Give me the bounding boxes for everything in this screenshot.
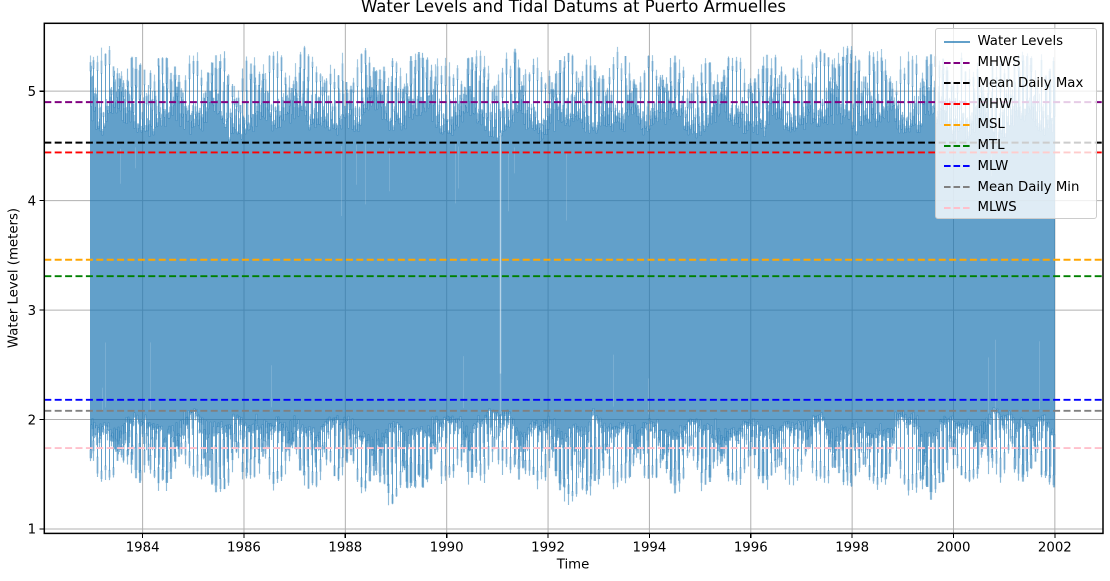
legend-swatch-line bbox=[943, 61, 970, 64]
x-tick-label: 1992 bbox=[531, 541, 565, 556]
legend-item-label: MLW bbox=[977, 158, 1009, 174]
legend-item-mtl: MTL bbox=[943, 136, 1091, 155]
legend-item-label: Mean Daily Min bbox=[977, 179, 1080, 195]
x-axis-label: Time bbox=[556, 557, 590, 573]
legend-swatch-line bbox=[943, 207, 970, 209]
legend-item-mlw: MLW bbox=[943, 157, 1091, 176]
legend-item-mean-daily-min: Mean Daily Min bbox=[943, 178, 1091, 197]
legend-item-label: MLWS bbox=[977, 200, 1017, 216]
x-tick-label: 1998 bbox=[835, 541, 869, 556]
y-tick-label: 2 bbox=[28, 413, 36, 428]
legend-item-label: MTL bbox=[977, 138, 1005, 154]
legend-swatch-line bbox=[943, 144, 970, 147]
legend-item-mhws: MHWS bbox=[943, 53, 1091, 72]
legend-swatch-line bbox=[943, 41, 970, 43]
water-levels-series bbox=[89, 45, 1056, 506]
legend-swatch-line bbox=[943, 186, 970, 189]
water-levels-dense-band bbox=[90, 57, 1055, 496]
x-tick-label: 1988 bbox=[328, 541, 362, 556]
x-tick-label: 1990 bbox=[430, 541, 464, 556]
legend-item-mlws: MLWS bbox=[943, 198, 1091, 217]
y-tick-label: 1 bbox=[28, 523, 36, 538]
y-axis-label: Water Level (meters) bbox=[6, 207, 22, 349]
legend-item-water-levels: Water Levels bbox=[943, 32, 1091, 51]
legend-item-mhw: MHW bbox=[943, 95, 1091, 114]
x-tick-label: 1994 bbox=[632, 541, 666, 556]
y-tick-label: 3 bbox=[28, 304, 36, 319]
x-tick-label: 1986 bbox=[227, 541, 261, 556]
legend-item-label: MSL bbox=[977, 117, 1005, 133]
legend-item-msl: MSL bbox=[943, 115, 1091, 134]
plot-border bbox=[43, 22, 1104, 535]
legend-item-mean-daily-max: Mean Daily Max bbox=[943, 74, 1091, 93]
x-tick-label: 2002 bbox=[1038, 541, 1072, 556]
x-tick-label: 2000 bbox=[937, 541, 971, 556]
water-levels-envelope-spike-tips bbox=[89, 51, 1056, 506]
legend-swatch-line bbox=[943, 103, 970, 106]
legend-swatch-line bbox=[943, 124, 970, 126]
legend-item-label: Water Levels bbox=[977, 34, 1064, 50]
legend-item-label: Mean Daily Max bbox=[977, 75, 1084, 91]
chart-title: Water Levels and Tidal Datums at Puerto … bbox=[361, 0, 786, 16]
band-texture-streaks bbox=[102, 143, 1040, 415]
legend-swatch-line bbox=[943, 82, 970, 85]
y-tick-label: 4 bbox=[28, 194, 36, 209]
legend-item-label: MHWS bbox=[977, 55, 1021, 71]
legend-item-label: MHW bbox=[977, 96, 1013, 112]
x-tick-label: 1984 bbox=[126, 541, 160, 556]
y-tick-label: 5 bbox=[28, 85, 36, 100]
legend: Water Levels MHWS Mean Daily Max MHW MSL MTL M… bbox=[934, 28, 1097, 219]
axes: 1984 1986 1988 1990 1992 1994 1996 1998 2000 2002… bbox=[28, 22, 1104, 556]
x-tick-label: 1996 bbox=[734, 541, 768, 556]
legend-swatch-line bbox=[943, 165, 970, 168]
water-levels-envelope-spikes bbox=[91, 409, 1053, 504]
